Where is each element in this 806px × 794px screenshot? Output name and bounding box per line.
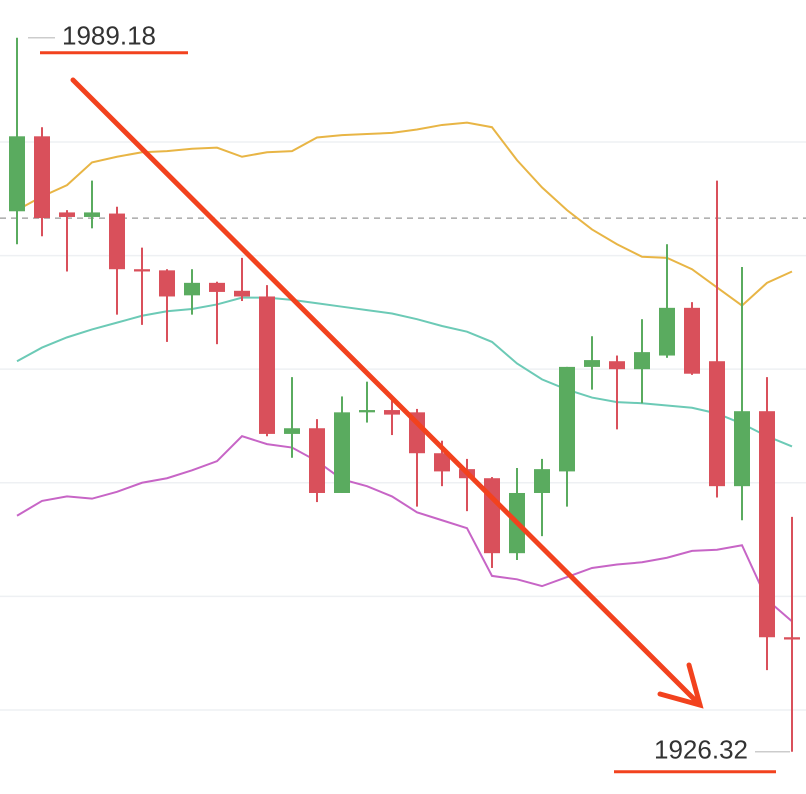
annotation-label: 1989.18 <box>62 21 156 51</box>
candle-body <box>559 366 575 472</box>
candle-body <box>134 269 150 272</box>
candle-body <box>334 412 350 493</box>
candle-body <box>109 213 125 270</box>
candle-body <box>634 352 650 370</box>
candle-body <box>384 410 400 415</box>
arrow-head <box>657 662 704 709</box>
candle-body <box>209 282 225 292</box>
candle-body <box>259 296 275 434</box>
annotation-label: 1926.32 <box>654 735 748 765</box>
candle-body <box>734 411 750 487</box>
bollinger-band <box>16 121 793 307</box>
candle-body <box>434 453 450 472</box>
candle-body <box>584 360 600 367</box>
candle-body <box>159 270 175 297</box>
candles <box>9 37 800 752</box>
candle-body <box>409 412 425 454</box>
arrow-shaft <box>70 77 703 708</box>
candle-body <box>9 136 25 212</box>
candle-body <box>359 410 375 413</box>
candle-body <box>84 212 100 217</box>
candle-body <box>34 136 50 219</box>
candle-body <box>709 361 725 487</box>
trend-arrow <box>70 77 704 709</box>
candle-body <box>184 282 200 296</box>
candle-body <box>59 212 75 217</box>
candle-body <box>309 428 325 493</box>
candle-body <box>284 428 300 434</box>
candle-body <box>659 307 675 356</box>
bollinger-band <box>16 296 793 448</box>
candle-body <box>784 637 800 640</box>
bands <box>16 121 793 623</box>
candle-body <box>609 361 625 370</box>
bollinger-band <box>16 435 793 623</box>
candle-body <box>759 411 775 638</box>
annotations: 1989.18 1926.32 <box>28 21 790 774</box>
candle-body <box>684 307 700 374</box>
candle-body <box>234 290 250 297</box>
candle-body <box>534 469 550 493</box>
